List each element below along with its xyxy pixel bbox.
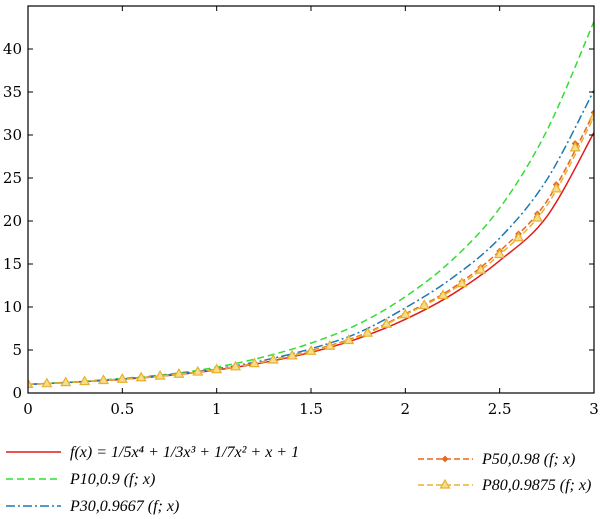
series-marker bbox=[192, 365, 204, 376]
series-marker bbox=[550, 182, 562, 193]
series-4 bbox=[28, 110, 594, 388]
legend-item: P80,0.9875 (f; x) bbox=[418, 477, 591, 494]
series-marker bbox=[230, 360, 242, 371]
legend-marker bbox=[441, 455, 449, 463]
legend-label: P10,0.9 (f; x) bbox=[69, 471, 155, 488]
series-marker bbox=[116, 373, 128, 383]
y-tick-label: 25 bbox=[3, 169, 22, 187]
y-tick-label: 5 bbox=[12, 341, 22, 359]
y-tick-label: 40 bbox=[3, 40, 22, 58]
series-marker bbox=[97, 374, 109, 385]
x-tick-label: 1.5 bbox=[299, 400, 323, 418]
series-marker bbox=[267, 353, 279, 364]
legend-item: P10,0.9 (f; x) bbox=[6, 471, 155, 488]
series-1 bbox=[28, 21, 594, 386]
series-marker bbox=[362, 326, 374, 337]
legend-marker bbox=[439, 478, 451, 489]
series-marker bbox=[588, 110, 594, 121]
plot-frame bbox=[27, 5, 595, 394]
legend-item: P30,0.9667 (f; x) bbox=[6, 498, 179, 515]
y-tick-label: 35 bbox=[3, 83, 22, 101]
series-marker bbox=[173, 367, 185, 378]
legend-item: P50,0.98 (f; x) bbox=[418, 451, 575, 468]
series-marker bbox=[343, 334, 355, 345]
series-marker bbox=[324, 340, 336, 350]
y-tick-label: 15 bbox=[3, 255, 22, 273]
x-tick-label: 2 bbox=[401, 400, 411, 418]
series-marker bbox=[380, 318, 392, 328]
series-marker bbox=[60, 376, 72, 387]
series-marker bbox=[569, 141, 581, 152]
x-tick-label: 0.5 bbox=[110, 400, 134, 418]
series-marker bbox=[286, 349, 298, 360]
series-marker bbox=[28, 378, 34, 388]
series-2 bbox=[28, 89, 594, 386]
series-marker bbox=[154, 369, 166, 380]
legend-item: f(x) = 1/5x⁴ + 1/3x³ + 1/7x² + x + 1 bbox=[6, 444, 299, 461]
legend-label: P50,0.98 (f; x) bbox=[481, 451, 575, 468]
series-marker bbox=[418, 299, 430, 310]
x-tick-label: 1 bbox=[212, 400, 222, 418]
series-marker bbox=[437, 289, 449, 300]
legend-label: f(x) = 1/5x⁴ + 1/3x³ + 1/7x² + x + 1 bbox=[70, 444, 299, 461]
legend: f(x) = 1/5x⁴ + 1/3x³ + 1/7x² + x + 1 P10,… bbox=[6, 444, 591, 515]
series-marker bbox=[475, 263, 487, 274]
y-tick-label: 30 bbox=[3, 126, 22, 144]
series-marker bbox=[211, 363, 223, 374]
legend-label: P80,0.9875 (f; x) bbox=[481, 477, 591, 494]
series-marker bbox=[248, 357, 260, 368]
series-marker bbox=[531, 211, 543, 222]
series-marker bbox=[399, 308, 411, 319]
y-tick-label: 10 bbox=[3, 298, 22, 316]
y-tick-label: 0 bbox=[12, 384, 22, 402]
series-line bbox=[28, 116, 594, 386]
x-tick-label: 2.5 bbox=[488, 400, 512, 418]
series-line bbox=[28, 21, 594, 386]
series-marker bbox=[513, 231, 525, 242]
x-tick-label: 0 bbox=[23, 400, 33, 418]
series-marker bbox=[494, 248, 506, 259]
series-marker bbox=[79, 375, 91, 386]
plot-area bbox=[28, 21, 594, 388]
x-tick-label: 3 bbox=[589, 400, 599, 418]
series-marker bbox=[456, 277, 468, 288]
legend-label: P30,0.9667 (f; x) bbox=[69, 498, 179, 515]
series-marker bbox=[305, 345, 317, 355]
series-marker bbox=[135, 371, 147, 382]
series-line bbox=[28, 89, 594, 386]
series-marker bbox=[41, 377, 53, 388]
y-tick-label: 20 bbox=[3, 212, 22, 230]
